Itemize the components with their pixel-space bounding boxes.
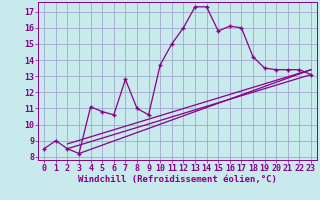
X-axis label: Windchill (Refroidissement éolien,°C): Windchill (Refroidissement éolien,°C) <box>78 175 277 184</box>
